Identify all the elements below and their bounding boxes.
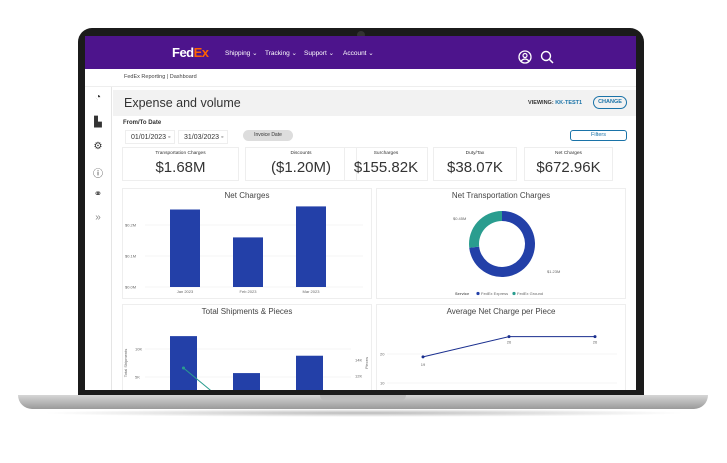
shipments-card: Total Shipments & Pieces 5K 10K Total Ship…: [122, 304, 372, 390]
y2-axis-label: Pieces: [364, 357, 369, 369]
x-tick-label: Jan 2023: [177, 289, 194, 294]
chart-title: Average Net Charge per Piece: [446, 307, 556, 316]
nav-tracking[interactable]: Tracking ⌄: [265, 50, 297, 57]
y-tick-label: 10: [380, 381, 385, 386]
donut-slice: [469, 211, 535, 277]
to-date-input[interactable]: 31/03/2023 ◦: [178, 130, 228, 144]
net-transport-card: Net Transportation Charges $1.23M $0.45M S…: [376, 188, 626, 299]
expand-chevron-icon[interactable]: »: [95, 212, 101, 223]
data-label: $1.23M: [547, 269, 560, 274]
legend-marker: [512, 291, 516, 296]
search-icon[interactable]: [540, 50, 554, 64]
date-range-label: From/To Date: [123, 120, 162, 126]
legend-label: FedEx Express: [481, 291, 508, 296]
x-tick-label: Feb 2023: [240, 289, 258, 294]
donut-chart: $1.23M $0.45M Service FedEx Express FedEx Gr…: [453, 211, 560, 296]
pieces-line: [183, 367, 211, 390]
nav-account[interactable]: Account ⌄: [343, 50, 374, 57]
bar: [296, 355, 323, 390]
bar: [296, 206, 326, 287]
avg-charge-card: Average Net Charge per Piece 10 20 19 26 26: [376, 304, 626, 390]
net-charges-chart: $0.0M $0.1M $0.2M Jan 2023 Feb 2023 Mar 2023: [125, 206, 363, 294]
kpi-transportation: Transportation Charges $1.68M: [122, 147, 239, 181]
screen: FedEx Shipping ⌄ Tracking ⌄ Support ⌄ Ac…: [85, 36, 636, 390]
gear-icon[interactable]: ⚙: [93, 141, 103, 152]
pieces-point: [182, 366, 185, 370]
help-icon[interactable]: ⓘ: [93, 169, 103, 180]
data-label: 19: [421, 362, 426, 367]
kpi-surcharges: Surcharges $155.82K: [344, 147, 428, 181]
kpi-duty-tax: Duty/Tax $38.07K: [433, 147, 517, 181]
invoice-date-toggle[interactable]: Invoice Date: [243, 130, 293, 141]
y-tick-label: 10K: [135, 347, 142, 352]
data-label: 26: [593, 340, 598, 345]
y-tick-label: $0.0M: [125, 285, 136, 290]
bar: [233, 237, 263, 287]
laptop-shadow: [40, 409, 688, 417]
chart-title: Net Transportation Charges: [451, 191, 551, 200]
y2-tick-label: 10K: [355, 390, 362, 391]
viewing-account: VIEWING: KK-TEST1: [528, 100, 583, 106]
bar: [170, 209, 200, 287]
breadcrumb: FedEx Reporting | Dashboard: [85, 69, 636, 87]
legend-title: Service: [455, 291, 470, 296]
link-icon[interactable]: ⚭: [93, 189, 103, 200]
y-tick-label: 5K: [135, 375, 140, 380]
legend-label: FedEx Ground: [517, 291, 543, 296]
kpi-net-charges: Net Charges $672.96K: [524, 147, 613, 181]
page-header: Expense and volume VIEWING: KK-TEST1 CHA…: [113, 90, 636, 116]
breadcrumb-dashboard[interactable]: Dashboard: [169, 74, 197, 80]
sidebar: ◔ ▙ ⚙ ⓘ ⚭ »: [85, 87, 112, 390]
fedex-logo[interactable]: FedEx: [172, 45, 209, 60]
chart-title: Net Charges: [224, 191, 270, 200]
data-label: 26: [507, 340, 512, 345]
avg-charge-chart: 10 20 19 26 26: [380, 335, 617, 386]
avg-point: [593, 335, 597, 339]
y2-tick-label: 12K: [355, 374, 362, 379]
y-tick-label: 20: [380, 352, 385, 357]
user-icon[interactable]: [518, 50, 532, 64]
bar: [170, 336, 197, 390]
x-tick-label: Mar 2023: [303, 289, 321, 294]
y-axis-label: Total Shipments: [123, 349, 128, 377]
breadcrumb-reporting[interactable]: FedEx Reporting: [124, 74, 166, 80]
bar-chart-icon[interactable]: ▙: [94, 117, 102, 128]
legend-marker: [476, 291, 480, 296]
dashboard-gauge-icon[interactable]: ◔: [94, 92, 102, 103]
y-tick-label: $0.2M: [125, 223, 136, 228]
top-nav: FedEx Shipping ⌄ Tracking ⌄ Support ⌄ Ac…: [85, 36, 636, 69]
filters-button[interactable]: Filters: [570, 130, 627, 141]
kpi-discounts: Discounts ($1.20M): [245, 147, 357, 181]
y2-tick-label: 14K: [355, 358, 362, 363]
laptop-notch: [320, 395, 406, 401]
change-button[interactable]: CHANGE: [593, 96, 627, 109]
avg-point: [421, 355, 425, 359]
from-date-input[interactable]: 01/01/2023 ◦: [125, 130, 175, 144]
avg-point: [507, 335, 511, 339]
donut-slice: [469, 211, 502, 248]
page-title: Expense and volume: [124, 96, 241, 110]
data-label: $0.45M: [453, 216, 466, 221]
net-charges-card: Net Charges $0.0M $0.1M $0.2M Jan 2023 Feb 2…: [122, 188, 372, 299]
y-tick-label: $0.1M: [125, 254, 136, 259]
nav-shipping[interactable]: Shipping ⌄: [225, 50, 258, 57]
webcam: [357, 31, 365, 39]
logo-ex: Ex: [193, 45, 209, 60]
laptop-base: [18, 395, 708, 409]
nav-support[interactable]: Support ⌄: [304, 50, 335, 57]
logo-fed: Fed: [172, 45, 194, 60]
bar: [233, 373, 260, 390]
chart-title: Total Shipments & Pieces: [201, 307, 293, 316]
